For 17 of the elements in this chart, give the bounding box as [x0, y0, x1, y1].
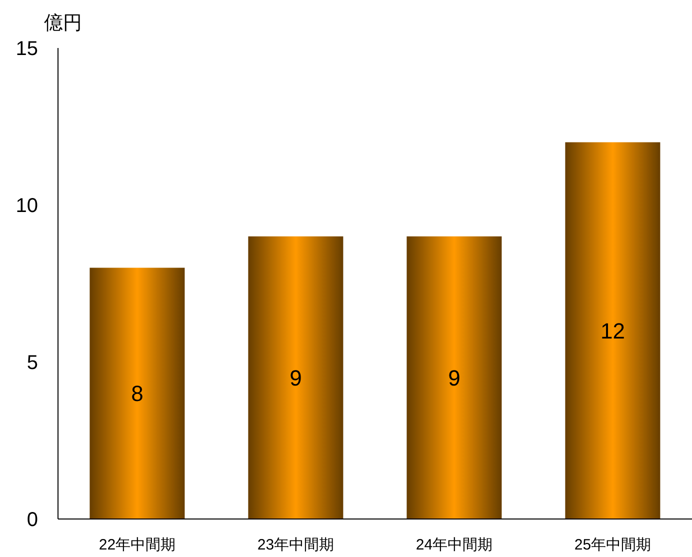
- data-label: 8: [131, 381, 144, 406]
- y-tick-label: 15: [16, 38, 38, 60]
- bar: [565, 142, 660, 519]
- bar: [90, 268, 185, 519]
- y-tick-label: 10: [16, 195, 38, 218]
- y-axis-title: 億円: [44, 12, 82, 36]
- data-label: 9: [448, 366, 460, 391]
- x-tick-label: 23年中間期: [257, 536, 334, 554]
- x-tick-label: 24年中間期: [416, 536, 493, 554]
- bar: [248, 236, 344, 519]
- y-tick-label: 5: [26, 352, 38, 374]
- x-tick-label: 22年中間期: [98, 536, 176, 554]
- data-label: 12: [600, 318, 625, 344]
- x-tick-label: 25年中間期: [574, 536, 652, 554]
- data-label: 9: [290, 366, 302, 391]
- y-tick-label: 0: [26, 509, 38, 532]
- bar: [406, 236, 502, 519]
